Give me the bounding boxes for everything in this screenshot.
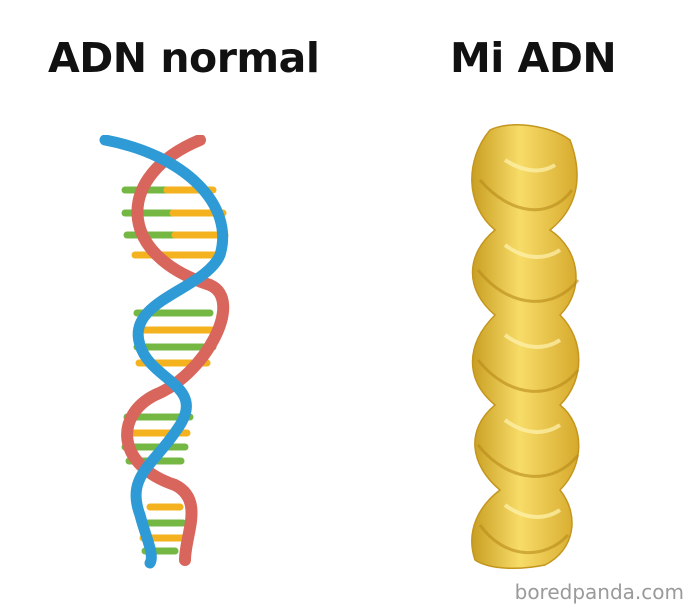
dna-helix-image xyxy=(99,135,230,569)
dna-strand-blue xyxy=(99,135,229,569)
watermark: boredpanda.com xyxy=(514,580,684,604)
fusilli-pasta-image xyxy=(471,124,580,570)
left-label: ADN normal xyxy=(48,34,320,82)
pasta-highlights xyxy=(503,158,562,519)
dna-strand-red xyxy=(121,135,230,566)
pasta-ridges xyxy=(476,179,580,555)
right-label: Mi ADN xyxy=(450,34,617,82)
